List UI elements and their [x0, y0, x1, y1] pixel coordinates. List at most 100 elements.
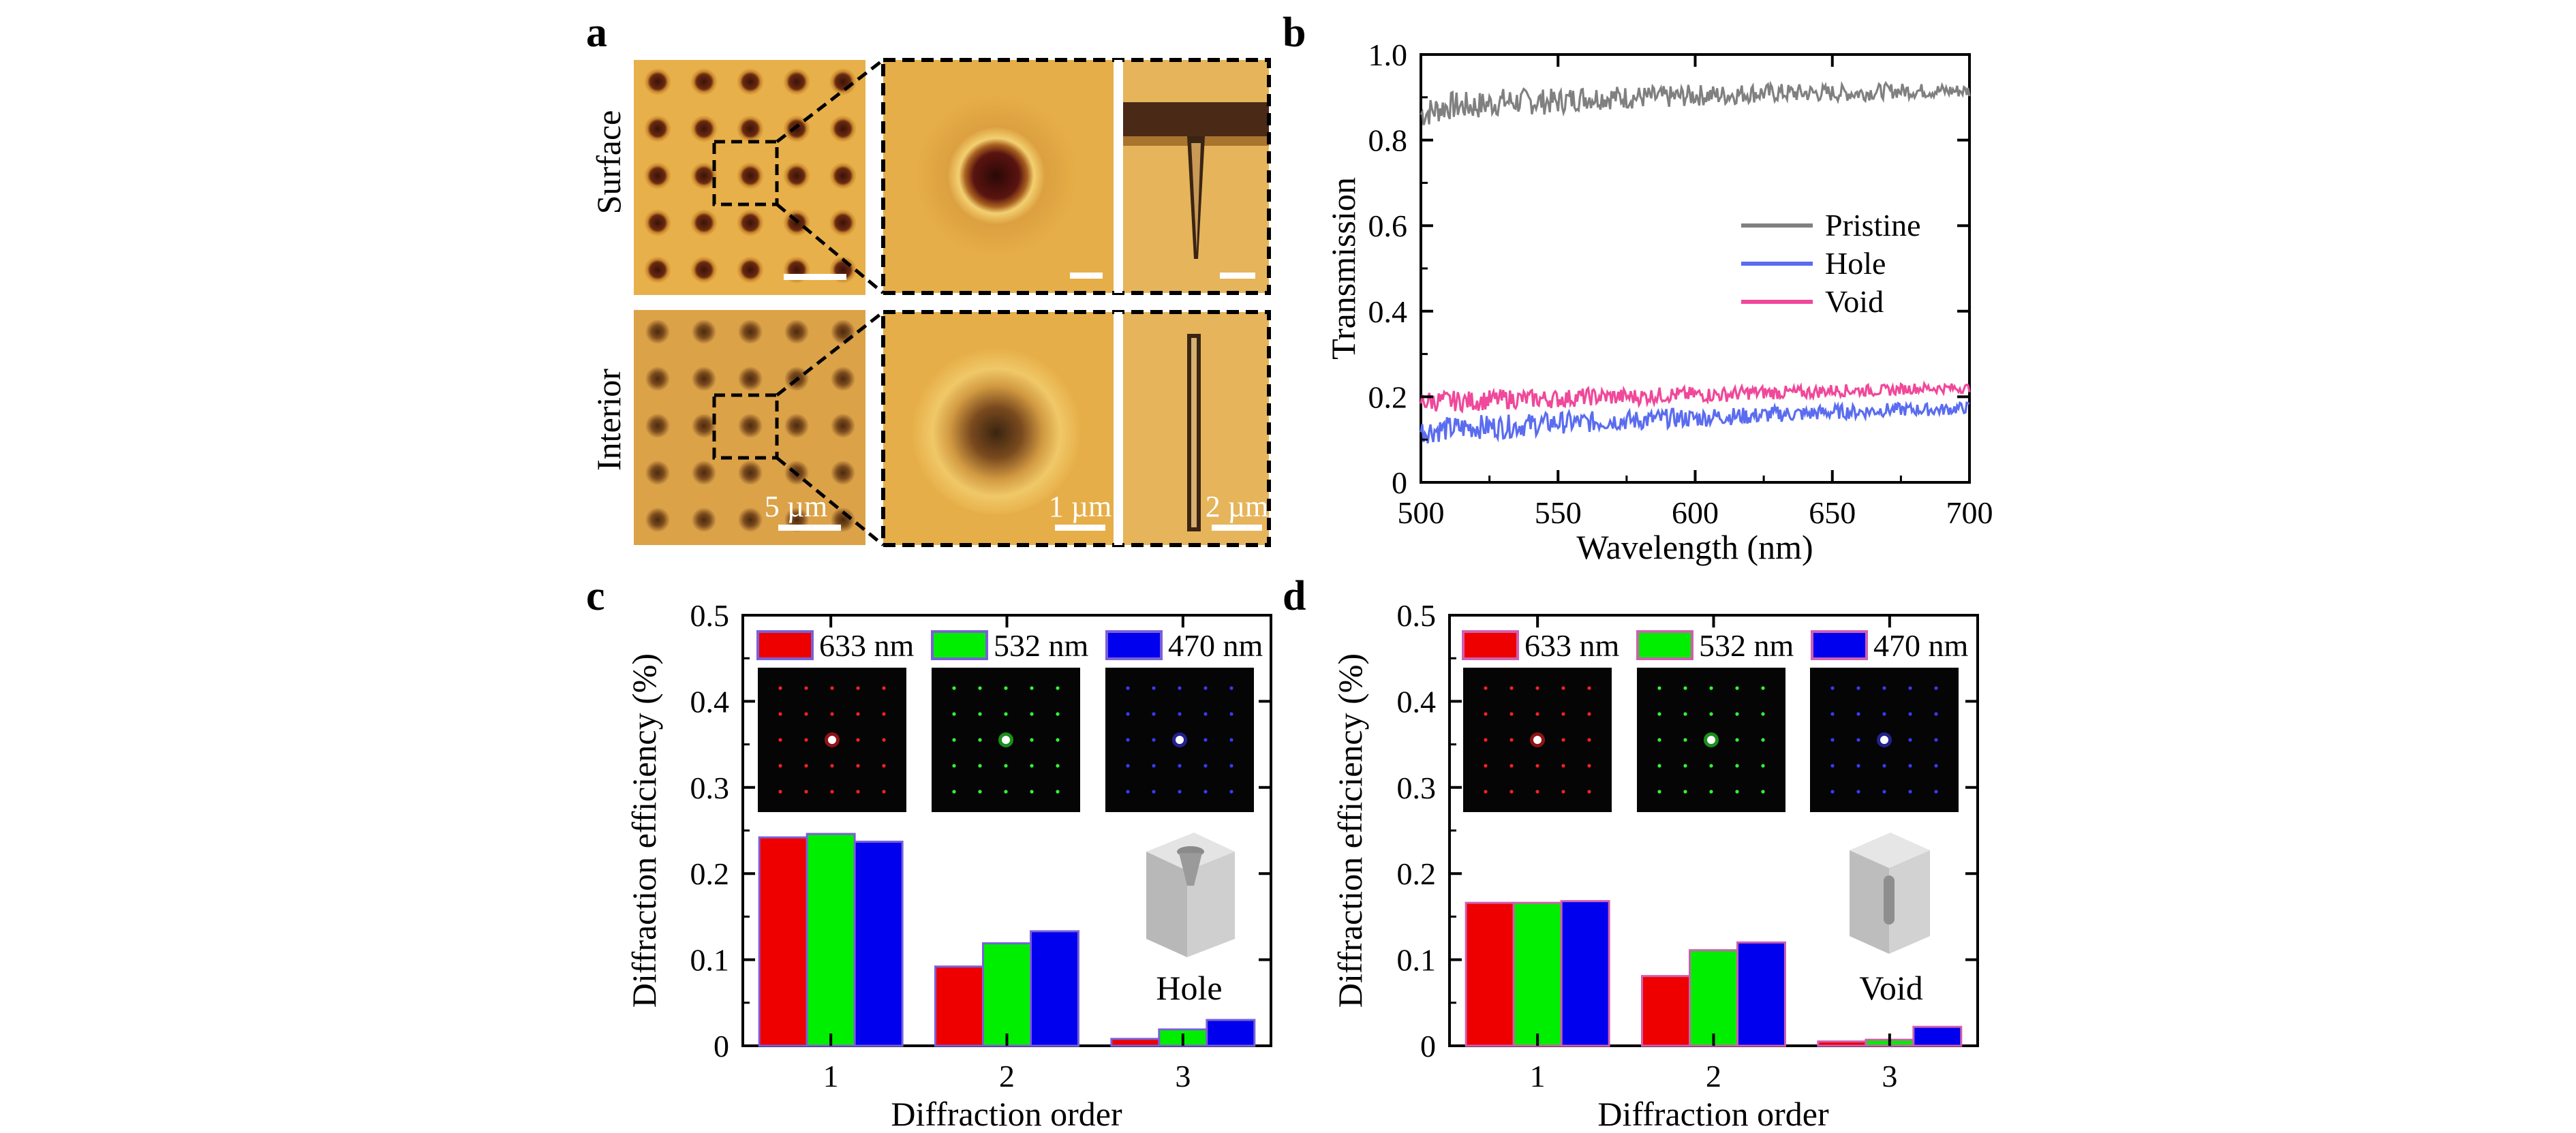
bar-order2-633nm [934, 965, 984, 1047]
diffraction-spot [1126, 764, 1130, 768]
diffraction-spot [1587, 790, 1591, 794]
diffraction-spot [1761, 738, 1765, 742]
diffraction-spot [830, 790, 834, 794]
y-tick-label: 0.2 [1397, 856, 1437, 891]
x-tick-label: 650 [1809, 495, 1856, 530]
y-tick-label: 0.2 [690, 856, 730, 891]
bars-d [1465, 900, 1963, 1047]
diffraction-spot [1178, 712, 1182, 716]
diffraction-spot [882, 712, 886, 716]
diffraction-spot [1709, 764, 1713, 768]
legend-label-633nm: 633 nm [819, 628, 915, 663]
diffraction-center-spot [828, 736, 836, 744]
diffraction-spot [856, 686, 860, 690]
bar-order2-532nm [1689, 949, 1738, 1047]
void-cube-icon [1850, 833, 1930, 954]
diffraction-spot [1709, 686, 1713, 690]
diffraction-spot [1004, 790, 1008, 794]
array-spot [645, 461, 670, 485]
diffraction-spot [1152, 686, 1156, 690]
diffraction-spot [1484, 686, 1488, 690]
diffraction-spot [1882, 790, 1886, 794]
array-spot [645, 414, 670, 438]
bar-order3-633nm [1817, 1040, 1867, 1047]
panel-d-letter: d [1283, 573, 1306, 619]
panel-c: c 1 2 300.10.20.30.40.5 Diffraction order … [586, 573, 1272, 1133]
surface-zoom-image [883, 60, 1114, 293]
x-tick-label: 1 [1530, 1059, 1546, 1093]
bar-order3-633nm [1110, 1038, 1161, 1047]
array-spot [738, 367, 763, 391]
scale-bar-surface-array [784, 274, 846, 280]
diffraction-spot [778, 764, 782, 768]
scale-bar-interior-array [778, 525, 841, 531]
bars-c [758, 833, 1256, 1047]
array-spot [829, 68, 857, 95]
array-spot [737, 68, 764, 95]
diffraction-spot [1203, 738, 1208, 742]
diffraction-spot [1178, 764, 1182, 768]
diffraction-spot [830, 686, 834, 690]
diffraction-spot [804, 764, 808, 768]
scale-bar-2um-interior [1212, 525, 1262, 531]
y-tick-label: 0 [714, 1029, 729, 1064]
legend-label-470nm: 470 nm [1168, 628, 1263, 663]
interior-side-image: 2 µm [1123, 312, 1269, 545]
diffraction-spot [1709, 790, 1713, 794]
diffraction-spot [856, 790, 860, 794]
diffraction-spot [1484, 764, 1488, 768]
legend-label-532nm: 532 nm [994, 628, 1089, 663]
diffraction-spot [1535, 764, 1539, 768]
diffraction-spot [1735, 764, 1739, 768]
diffraction-spot [1203, 764, 1208, 768]
diffraction-spot [1856, 738, 1860, 742]
diffraction-spot [778, 790, 782, 794]
array-spot [690, 209, 718, 236]
diffraction-spot [1229, 712, 1233, 716]
array-spot [645, 508, 670, 532]
series-line-pristine [1420, 80, 1971, 125]
x-tick-label: 1 [823, 1059, 839, 1093]
diffraction-spot [978, 790, 982, 794]
diffraction-spot [1229, 738, 1233, 742]
hole-cube-icon [1146, 833, 1235, 957]
y-tick-label: 0.3 [1397, 771, 1437, 805]
legend-c: 633 nm 532 nm 470 nm [756, 628, 1263, 663]
diffraction-spot [1152, 712, 1156, 716]
scale-bar-1um-interior [1055, 525, 1105, 531]
diffraction-spot [1004, 712, 1008, 716]
diffraction-spot [1126, 790, 1130, 794]
y-tick-label: 0.5 [1397, 598, 1437, 633]
x-tick-label: 3 [1882, 1059, 1897, 1093]
diffraction-spot [1735, 790, 1739, 794]
diffraction-spot [1761, 764, 1765, 768]
diffraction-spot [1561, 764, 1565, 768]
diffraction-spot [1830, 764, 1835, 768]
y-tick-label: 1.0 [1368, 37, 1408, 72]
zoom-connector [776, 311, 885, 397]
array-spot [784, 320, 809, 344]
diffraction-spot [1934, 764, 1938, 768]
diffraction-spot [1683, 764, 1687, 768]
diffraction-spot [1178, 790, 1182, 794]
array-spot [831, 367, 855, 391]
y-tick-label: 0.4 [1397, 684, 1437, 719]
diffraction-spot [952, 712, 956, 716]
zoom-connector [776, 203, 885, 294]
array-spot [737, 256, 764, 283]
diffraction-spot [856, 764, 860, 768]
scale-bar-2um-surface [1220, 273, 1255, 279]
array-spot [831, 461, 855, 485]
diffraction-center-spot [1002, 736, 1010, 744]
array-spot [644, 256, 671, 283]
zoom-frame-surface [881, 58, 1271, 295]
diffraction-spot [804, 790, 808, 794]
diffraction-spot [1152, 764, 1156, 768]
bar-order1-532nm [1512, 901, 1563, 1047]
diffraction-spot [1561, 686, 1565, 690]
diffraction-spot [1229, 790, 1233, 794]
legend-swatch-470nm [1811, 630, 1868, 660]
diffraction-spot [1203, 790, 1208, 794]
interior-zoom-image: 1 µm [883, 312, 1114, 545]
